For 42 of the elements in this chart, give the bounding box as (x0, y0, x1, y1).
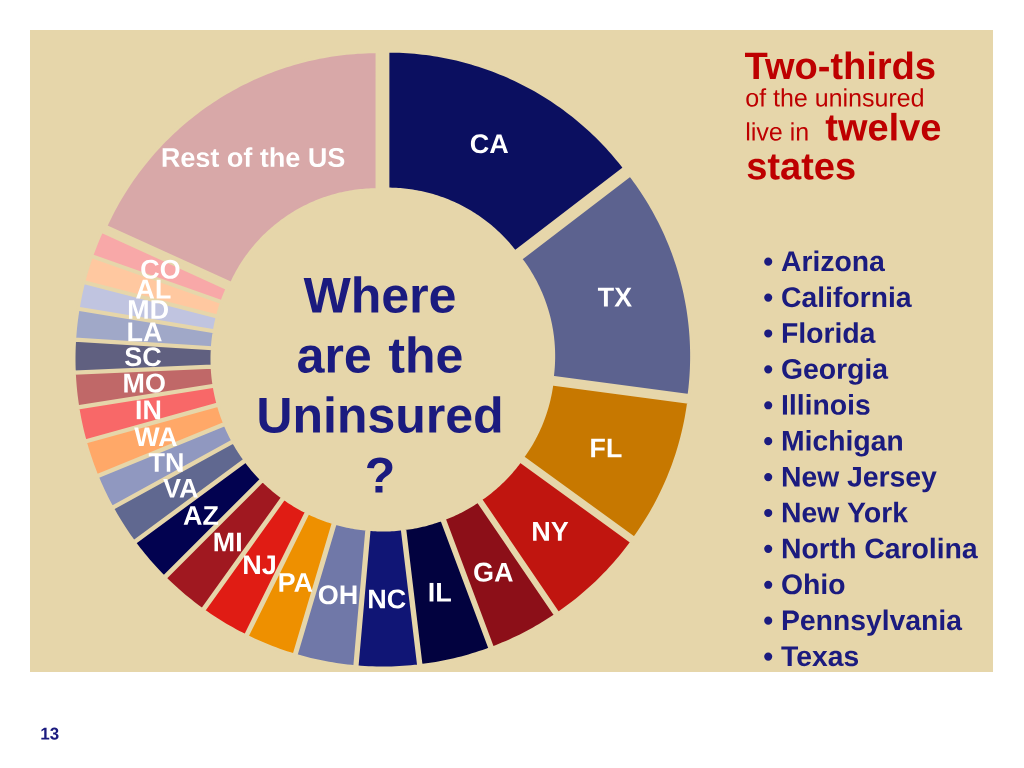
text: • New York (764, 501, 908, 523)
text: twelve (825, 112, 941, 141)
text: • Arizona (764, 250, 886, 272)
slice-label: Rest of the US (162, 147, 345, 168)
text: Two-thirds (744, 51, 935, 80)
slice-label: WA (134, 427, 177, 447)
slice-label: AZ (183, 506, 219, 525)
text: of the uninsured (746, 88, 923, 107)
slice-label: PA (279, 573, 313, 592)
text: • New Jersey (764, 466, 937, 493)
slice-label: TX (597, 287, 632, 307)
text: live in (746, 122, 808, 141)
text: • Ohio (764, 573, 845, 595)
text: • California (764, 286, 912, 308)
slice-label: IN (136, 400, 161, 420)
text: Where are the Uninsured ? (259, 276, 501, 493)
slice-label: IL (429, 582, 451, 602)
text: • North Carolina (764, 537, 978, 559)
slice-label: VA (163, 478, 198, 498)
slice-label: CA (470, 134, 509, 154)
text: • Pennsylvania (764, 609, 963, 636)
slice-label: CO (141, 259, 180, 279)
slice-label: SC (125, 347, 162, 367)
slice-label: LA (128, 322, 162, 342)
slice-label: MO (124, 373, 165, 393)
slice-label: TN (148, 453, 183, 472)
slice-label: NY (533, 522, 569, 541)
slice-label: NC (369, 589, 406, 609)
slice-label: FL (591, 438, 622, 458)
text: 13 (41, 727, 59, 740)
slice-label: OH (318, 585, 357, 605)
text: states (747, 154, 855, 180)
slice-label: MI (214, 532, 241, 552)
text: • Georgia (764, 358, 889, 385)
slice-label: MD (128, 300, 168, 319)
text: • Texas (764, 646, 859, 667)
text: • Illinois (764, 394, 870, 415)
text: • Michigan (764, 429, 902, 457)
text: • Florida (764, 322, 876, 344)
slice-label: GA (474, 562, 513, 582)
slice-label: NJ (244, 555, 275, 575)
slice-label: AL (136, 279, 171, 299)
